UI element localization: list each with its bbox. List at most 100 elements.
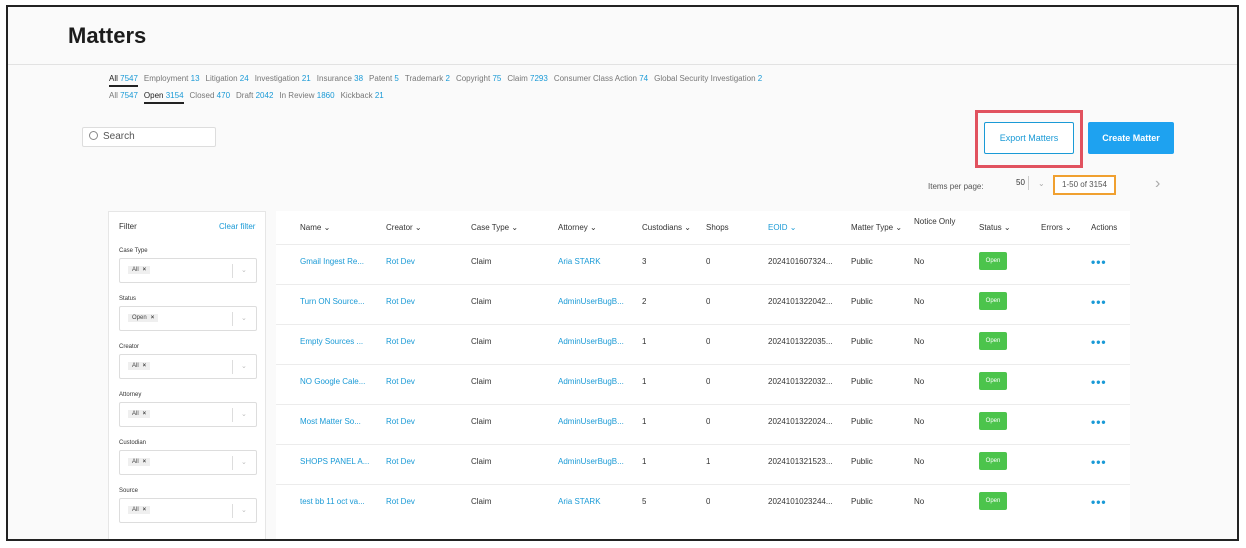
cell-attorney[interactable]: AdminUserBugB... [558, 377, 624, 386]
filter-select[interactable]: All × ⌄ [119, 258, 257, 283]
cell-case-type: Claim [471, 457, 492, 466]
cell-creator[interactable]: Rot Dev [386, 497, 415, 506]
close-icon[interactable]: × [142, 267, 147, 273]
cell-creator[interactable]: Rot Dev [386, 377, 415, 386]
cell-name[interactable]: Empty Sources ... [300, 337, 364, 346]
cell-name[interactable]: Most Matter So... [300, 417, 361, 426]
chevron-down-icon[interactable]: ⌄ [241, 363, 247, 370]
filter-select[interactable]: All × ⌄ [119, 450, 257, 475]
cell-shops: 0 [706, 417, 711, 426]
filter-select[interactable]: All × ⌄ [119, 498, 257, 523]
cell-creator[interactable]: Rot Dev [386, 457, 415, 466]
table-row[interactable]: SHOPS PANEL A... Rot Dev Claim AdminUserBug… [276, 444, 1130, 484]
column-header-matter-type[interactable]: Matter Type ⌄ [851, 223, 903, 232]
tab-case-consumer-class-action[interactable]: Consumer Class Action 74 [554, 74, 648, 83]
more-dots-icon[interactable]: ••• [1091, 415, 1107, 429]
cell-custodians: 5 [642, 497, 647, 506]
case-type-tabs: All 7547 Employment 13 Litigation 24 Invest… [109, 74, 768, 87]
chevron-down-icon[interactable]: ⌄ [241, 507, 247, 514]
table-row[interactable]: test bb 11 oct va... Rot Dev Claim Aria STA… [276, 484, 1130, 524]
close-icon[interactable]: × [142, 459, 147, 465]
close-icon[interactable]: × [142, 507, 147, 513]
cell-attorney[interactable]: AdminUserBugB... [558, 417, 624, 426]
close-icon[interactable]: × [142, 363, 147, 369]
export-matters-button[interactable]: Export Matters [984, 122, 1074, 154]
cell-creator[interactable]: Rot Dev [386, 337, 415, 346]
column-header-eoid[interactable]: EOID ⌄ [768, 223, 797, 232]
table-row[interactable]: Turn ON Source... Rot Dev Claim AdminUserBu… [276, 284, 1130, 324]
table-row[interactable]: Empty Sources ... Rot Dev Claim AdminUserBu… [276, 324, 1130, 364]
tab-status-kickback[interactable]: Kickback 21 [341, 91, 384, 100]
cell-creator[interactable]: Rot Dev [386, 417, 415, 426]
tab-label: Draft [236, 91, 254, 100]
cell-attorney[interactable]: Aria STARK [558, 257, 601, 266]
tab-status-all[interactable]: All 7547 [109, 91, 138, 100]
tab-case-investigation[interactable]: Investigation 21 [255, 74, 311, 83]
more-dots-icon[interactable]: ••• [1091, 255, 1107, 269]
cell-name[interactable]: NO Google Cale... [300, 377, 366, 386]
filter-chip: All × [128, 458, 151, 466]
close-icon[interactable]: × [142, 411, 147, 417]
filter-chip-label: All [132, 459, 139, 465]
matters-table: Name ⌄ Creator ⌄ Case Type ⌄ Attorney ⌄ … [276, 211, 1130, 539]
tab-case-patent[interactable]: Patent 5 [369, 74, 399, 83]
cell-creator[interactable]: Rot Dev [386, 257, 415, 266]
filter-select[interactable]: All × ⌄ [119, 354, 257, 379]
table-row[interactable]: Gmail Ingest Re... Rot Dev Claim Aria STARK… [276, 244, 1130, 284]
tab-status-in-review[interactable]: In Review 1860 [279, 91, 334, 100]
chevron-down-icon[interactable]: ⌄ [241, 411, 247, 418]
more-dots-icon[interactable]: ••• [1091, 495, 1107, 509]
cell-attorney[interactable]: Aria STARK [558, 497, 601, 506]
tab-case-insurance[interactable]: Insurance 38 [317, 74, 363, 83]
cell-matter-type: Public [851, 377, 873, 386]
create-matter-button[interactable]: Create Matter [1088, 122, 1174, 154]
column-header-custodians[interactable]: Custodians ⌄ [642, 223, 691, 232]
tab-status-draft[interactable]: Draft 2042 [236, 91, 273, 100]
close-icon[interactable]: × [150, 315, 155, 321]
table-row[interactable]: NO Google Cale... Rot Dev Claim AdminUserBu… [276, 364, 1130, 404]
cell-name[interactable]: Gmail Ingest Re... [300, 257, 365, 266]
more-dots-icon[interactable]: ••• [1091, 335, 1107, 349]
more-dots-icon[interactable]: ••• [1091, 375, 1107, 389]
filter-select[interactable]: Open × ⌄ [119, 306, 257, 331]
tab-case-global-security-investigation[interactable]: Global Security Investigation 2 [654, 74, 762, 83]
tab-case-employment[interactable]: Employment 13 [144, 74, 200, 83]
column-header-creator[interactable]: Creator ⌄ [386, 223, 422, 232]
clear-filter-link[interactable]: Clear filter [219, 222, 256, 231]
column-header-status[interactable]: Status ⌄ [979, 223, 1011, 232]
cell-notice-only: No [914, 457, 925, 466]
cell-name[interactable]: Turn ON Source... [300, 297, 365, 306]
cell-name[interactable]: test bb 11 oct va... [300, 497, 365, 506]
table-row[interactable]: Most Matter So... Rot Dev Claim AdminUserBu… [276, 404, 1130, 444]
cell-attorney[interactable]: AdminUserBugB... [558, 337, 624, 346]
tab-case-trademark[interactable]: Trademark 2 [405, 74, 450, 83]
more-dots-icon[interactable]: ••• [1091, 455, 1107, 469]
cell-attorney[interactable]: AdminUserBugB... [558, 457, 624, 466]
tab-case-litigation[interactable]: Litigation 24 [206, 74, 249, 83]
chevron-right-icon[interactable]: › [1155, 175, 1161, 192]
cell-attorney[interactable]: AdminUserBugB... [558, 297, 624, 306]
cell-custodians: 1 [642, 417, 647, 426]
chevron-down-icon[interactable]: ⌄ [241, 315, 247, 322]
tab-status-closed[interactable]: Closed 470 [190, 91, 231, 100]
cell-creator[interactable]: Rot Dev [386, 297, 415, 306]
column-header-errors[interactable]: Errors ⌄ [1041, 223, 1072, 232]
chevron-down-icon[interactable]: ⌄ [1038, 179, 1045, 188]
search-input[interactable]: Search [82, 127, 216, 147]
more-dots-icon[interactable]: ••• [1091, 295, 1107, 309]
cell-name[interactable]: SHOPS PANEL A... [300, 457, 370, 466]
chevron-down-icon[interactable]: ⌄ [241, 267, 247, 274]
tab-status-open[interactable]: Open 3154 [143, 91, 184, 104]
column-header-attorney[interactable]: Attorney ⌄ [558, 223, 597, 232]
column-header-case-type[interactable]: Case Type ⌄ [471, 223, 519, 232]
chevron-down-icon[interactable]: ⌄ [241, 459, 247, 466]
tab-case-claim[interactable]: Claim 7293 [507, 74, 547, 83]
tab-count: 75 [492, 74, 502, 83]
items-per-page-label: Items per page: [928, 182, 984, 191]
items-per-page-select[interactable]: 50 [1016, 178, 1025, 187]
tab-case-copyright[interactable]: Copyright 75 [456, 74, 501, 83]
tab-case-all[interactable]: All 7547 [109, 74, 138, 87]
column-header-name[interactable]: Name ⌄ [300, 223, 331, 232]
tab-count: 13 [190, 74, 200, 83]
filter-select[interactable]: All × ⌄ [119, 402, 257, 427]
